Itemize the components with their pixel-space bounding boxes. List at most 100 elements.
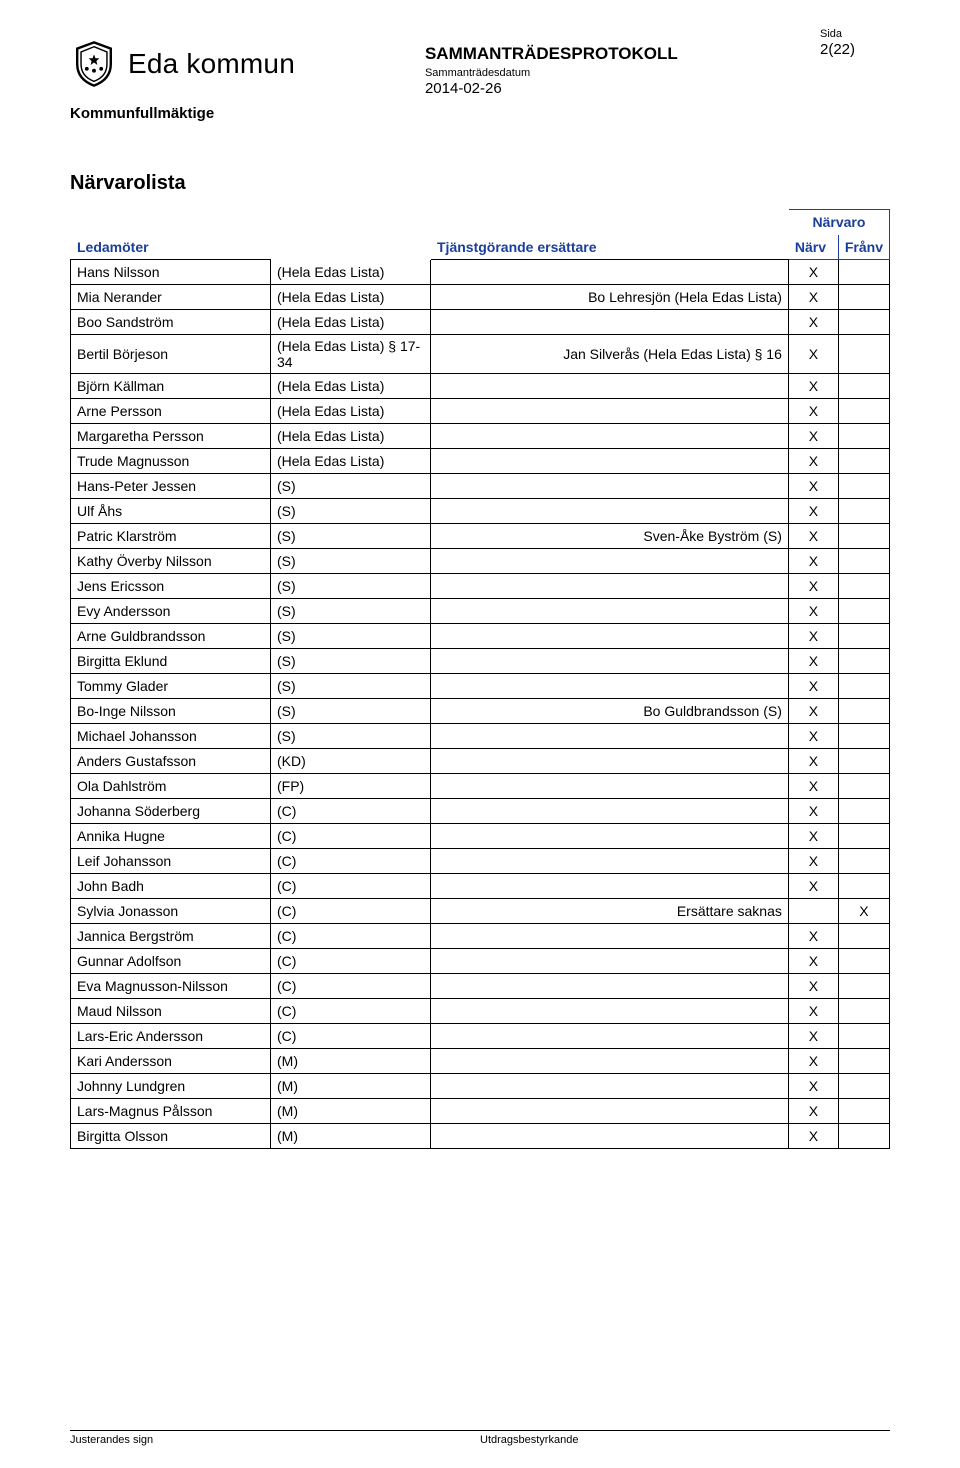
present-mark: X [788,674,838,699]
table-row: Evy Andersson(S)X [71,599,890,624]
member-party: (C) [271,999,431,1024]
table-row: Michael Johansson(S)X [71,724,890,749]
table-row: Kathy Överby Nilsson(S)X [71,549,890,574]
present-mark: X [788,1074,838,1099]
substitute [431,924,789,949]
present-mark: X [788,1024,838,1049]
present-mark: X [788,474,838,499]
member-name: Gunnar Adolfson [71,949,271,974]
substitute [431,674,789,699]
member-party: (Hela Edas Lista) [271,310,431,335]
table-row: Anders Gustafsson(KD)X [71,749,890,774]
member-party: (S) [271,599,431,624]
absent-mark [838,524,889,549]
member-name: Anders Gustafsson [71,749,271,774]
table-row: Jens Ericsson(S)X [71,574,890,599]
member-party: (S) [271,549,431,574]
meeting-date: 2014-02-26 [425,80,820,97]
substitute [431,774,789,799]
substitute [431,424,789,449]
member-party: (C) [271,899,431,924]
member-name: Birgitta Olsson [71,1124,271,1149]
page-header: Eda kommun SAMMANTRÄDESPROTOKOLL Sammant… [70,28,890,97]
org-logo-block: Eda kommun [70,28,295,88]
absent-mark [838,449,889,474]
member-name: Eva Magnusson-Nilsson [71,974,271,999]
member-name: Ola Dahlström [71,774,271,799]
member-party: (C) [271,924,431,949]
substitute [431,1099,789,1124]
table-row: Birgitta Olsson(M) X [71,1124,890,1149]
table-row: Tommy Glader(S)X [71,674,890,699]
member-party: (S) [271,524,431,549]
present-mark: X [788,310,838,335]
page-footer: Justerandes sign Utdragsbestyrkande [70,1430,890,1446]
absent-mark [838,799,889,824]
member-party: (S) [271,474,431,499]
member-name: Jens Ericsson [71,574,271,599]
table-row: Arne Guldbrandsson(S)X [71,624,890,649]
member-party: (M) [271,1099,431,1124]
absent-mark [838,924,889,949]
present-mark: X [788,724,838,749]
table-row: Hans-Peter Jessen(S)X [71,474,890,499]
member-name: Margaretha Persson [71,424,271,449]
attendance-table: Närvaro Ledamöter Tjänstgörande ersättar… [70,209,890,1149]
absent-mark [838,999,889,1024]
substitute [431,1074,789,1099]
substitute [431,574,789,599]
present-mark [788,899,838,924]
substitute [431,824,789,849]
date-label: Sammanträdesdatum [425,67,820,79]
absent-mark [838,699,889,724]
present-mark: X [788,874,838,899]
table-row: Maud Nilsson(C)X [71,999,890,1024]
member-party: (KD) [271,749,431,774]
present-mark: X [788,449,838,474]
substitute: Bo Guldbrandsson (S) [431,699,789,724]
member-party: (C) [271,849,431,874]
present-mark: X [788,924,838,949]
present-mark: X [788,1124,838,1149]
table-row: Trude Magnusson(Hela Edas Lista)X [71,449,890,474]
member-name: Leif Johansson [71,849,271,874]
table-row: Patric Klarström(S)Sven-Åke Byström (S)X [71,524,890,549]
absent-mark [838,599,889,624]
municipality-crest-icon [70,40,118,88]
substitute [431,310,789,335]
member-party: (S) [271,649,431,674]
member-party: (Hela Edas Lista) [271,285,431,310]
col-ledamoter: Ledamöter [71,235,271,260]
absent-mark [838,849,889,874]
col-narv: Närv [788,235,838,260]
substitute: Ersättare saknas [431,899,789,924]
substitute [431,1124,789,1149]
absent-mark [838,1099,889,1124]
absent-mark [838,399,889,424]
member-name: Annika Hugne [71,824,271,849]
substitute [431,724,789,749]
table-row: Lars-Magnus Pålsson(M)X [71,1099,890,1124]
page: Eda kommun SAMMANTRÄDESPROTOKOLL Sammant… [0,0,960,1468]
substitute [431,549,789,574]
member-party: (FP) [271,774,431,799]
substitute [431,499,789,524]
table-row: Birgitta Eklund(S)X [71,649,890,674]
member-party: (M) [271,1124,431,1149]
member-name: Kathy Överby Nilsson [71,549,271,574]
member-party: (S) [271,624,431,649]
present-mark: X [788,1049,838,1074]
member-name: Bo-Inge Nilsson [71,699,271,724]
substitute [431,799,789,824]
org-name: Eda kommun [128,48,295,80]
substitute [431,399,789,424]
section-title: Närvarolista [70,172,890,195]
substitute [431,449,789,474]
member-name: Patric Klarström [71,524,271,549]
member-party: (C) [271,1024,431,1049]
table-header-row-2: Ledamöter Tjänstgörande ersättare Närv F… [71,235,890,260]
absent-mark [838,549,889,574]
table-row: Johanna Söderberg(C)X [71,799,890,824]
table-row: Annika Hugne(C)X [71,824,890,849]
member-party: (C) [271,824,431,849]
